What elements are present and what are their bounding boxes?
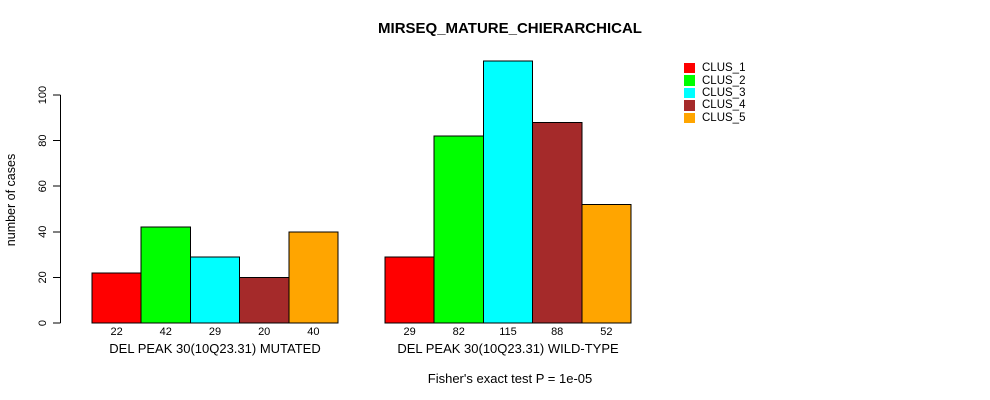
bar-clus_5-group2 (581, 203, 632, 324)
legend-item-clus_3: CLUS_3 (684, 87, 745, 99)
bar-value-label: 40 (307, 326, 319, 338)
legend-label: CLUS_4 (702, 99, 746, 112)
bar-value-label: 115 (499, 326, 517, 338)
bar-clus_3-group1 (189, 256, 241, 324)
bar-value-label: 82 (453, 326, 465, 338)
bar-clus_3-group2 (482, 60, 534, 324)
bar-value-label: 88 (551, 326, 563, 338)
legend-item-clus_1: CLUS_1 (684, 62, 745, 74)
legend-item-clus_4: CLUS_4 (684, 99, 745, 111)
legend-label: CLUS_3 (702, 86, 746, 99)
bar-value-label: 20 (258, 326, 270, 338)
x-group-label-wild-type: DEL PEAK 30(10Q23.31) WILD-TYPE (397, 341, 619, 356)
legend-label: CLUS_2 (702, 74, 746, 87)
legend-swatch-clus_5 (684, 112, 695, 123)
chart-title: MIRSEQ_MATURE_CHIERARCHICAL (378, 20, 642, 37)
y-axis-tick-label: 0 (37, 320, 49, 326)
y-axis-tick-label: 100 (37, 86, 49, 104)
legend-item-clus_2: CLUS_2 (684, 74, 746, 87)
bar-clus_4-group2 (532, 121, 583, 324)
bar-value-label: 42 (160, 326, 172, 338)
y-axis-tick-label: 60 (37, 180, 49, 192)
legend-label: CLUS_1 (702, 62, 746, 75)
bar-clus_4-group1 (239, 276, 290, 324)
bar-value-label: 22 (110, 326, 122, 338)
y-axis-tick-label: 40 (37, 226, 49, 238)
bar-clus_2-group2 (433, 135, 484, 324)
bar-value-label: 29 (403, 326, 415, 338)
bar-clus_2-group1 (140, 226, 191, 324)
bar-value-label: 29 (209, 326, 221, 338)
y-axis-tick-label: 80 (37, 134, 49, 146)
x-group-label-mutated: DEL PEAK 30(10Q23.31) MUTATED (109, 341, 321, 356)
fisher-test-caption: Fisher's exact test P = 1e-05 (427, 371, 593, 386)
legend-swatch-clus_4 (684, 100, 695, 111)
legend-swatch-clus_3 (684, 87, 695, 99)
legend-label: CLUS_5 (702, 111, 746, 124)
legend-item-clus_5: CLUS_5 (684, 112, 745, 124)
bar-clus_1-group2 (384, 256, 435, 324)
legend: CLUS_1 CLUS_2 CLUS_3 CLUS_4 CLUS_5 (684, 62, 745, 124)
legend-swatch-clus_1 (684, 62, 695, 74)
legend-swatch-clus_2 (684, 75, 695, 86)
bar-clus_1-group1 (91, 272, 142, 324)
bar-value-label: 52 (600, 326, 612, 338)
bar-clus_5-group1 (288, 231, 339, 324)
y-axis-tick-label: 20 (37, 271, 49, 283)
